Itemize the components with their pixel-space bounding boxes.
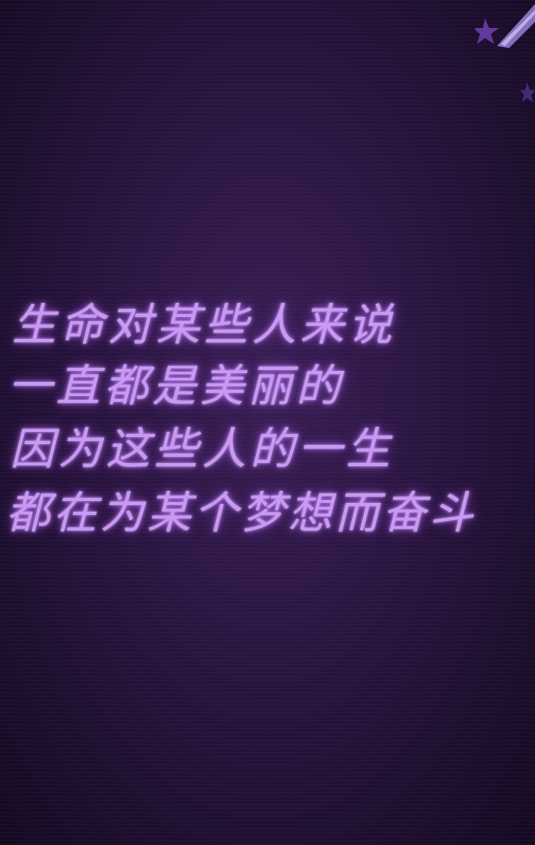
poem-line-3: 因为这些人的一生 bbox=[10, 424, 394, 475]
poem-line-2: 一直都是美丽的 bbox=[8, 361, 344, 412]
small-star-icon bbox=[520, 82, 535, 102]
star-ribbon-icon bbox=[475, 4, 535, 102]
ribbon-shape bbox=[497, 4, 535, 48]
ribbon-highlight bbox=[501, 10, 535, 46]
poem-line-1: 生命对某些人来说 bbox=[12, 300, 396, 351]
star-icon bbox=[475, 18, 499, 44]
poem-line-4: 都在为某个梦想而奋斗 bbox=[6, 488, 476, 539]
